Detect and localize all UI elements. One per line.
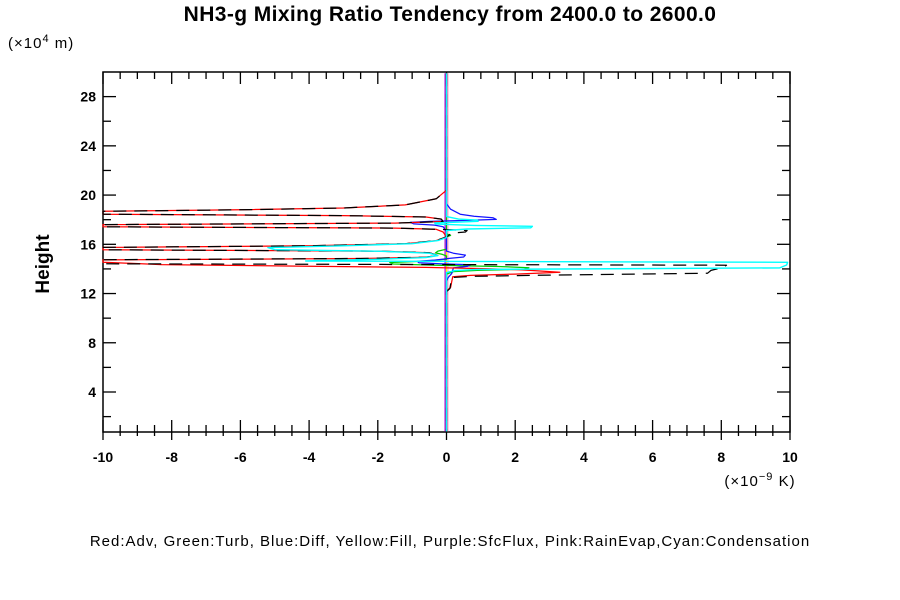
y-tick-label: 16 — [80, 236, 96, 252]
x-tick-label: -4 — [303, 449, 316, 465]
x-tick-label: 0 — [443, 449, 451, 465]
y-tick-label: 12 — [80, 286, 96, 302]
chart-title: NH3-g Mixing Ratio Tendency from 2400.0 … — [183, 3, 717, 26]
x-tick-label: 10 — [782, 449, 798, 465]
y-tick-label: 28 — [80, 89, 96, 105]
y-unit-exponent: 4 — [42, 33, 50, 45]
y-tick-label: 8 — [88, 335, 96, 351]
x-unit-exponent: −9 — [758, 471, 774, 483]
x-tick-label: -8 — [165, 449, 178, 465]
x-tick-label: 2 — [511, 449, 519, 465]
x-unit-prefix: (×10 — [724, 473, 759, 490]
y-unit-suffix: m) — [49, 35, 75, 52]
x-tick-label: 4 — [580, 449, 588, 465]
x-tick-label: 6 — [649, 449, 657, 465]
x-tick-label: -2 — [372, 449, 385, 465]
series-total-line — [102, 73, 728, 432]
x-tick-label: 8 — [717, 449, 725, 465]
y-tick-label: 4 — [88, 384, 96, 400]
series-adv-line — [102, 73, 561, 432]
x-tick-label: -10 — [93, 449, 113, 465]
x-unit-suffix: K) — [773, 473, 796, 490]
legend: Red:Adv, Green:Turb, Blue:Diff, Yellow:F… — [89, 533, 811, 550]
x-tick-label: -6 — [234, 449, 247, 465]
x-axis-unit-label: (×10−9 K) — [650, 471, 870, 490]
series-condensation-line — [267, 73, 789, 432]
y-tick-label: 20 — [80, 187, 96, 203]
series-diff-line — [409, 73, 497, 432]
y-unit-prefix: (×10 — [8, 35, 43, 52]
y-tick-label: 24 — [80, 138, 96, 154]
y-axis-unit-label: (×104 m) — [8, 33, 74, 52]
